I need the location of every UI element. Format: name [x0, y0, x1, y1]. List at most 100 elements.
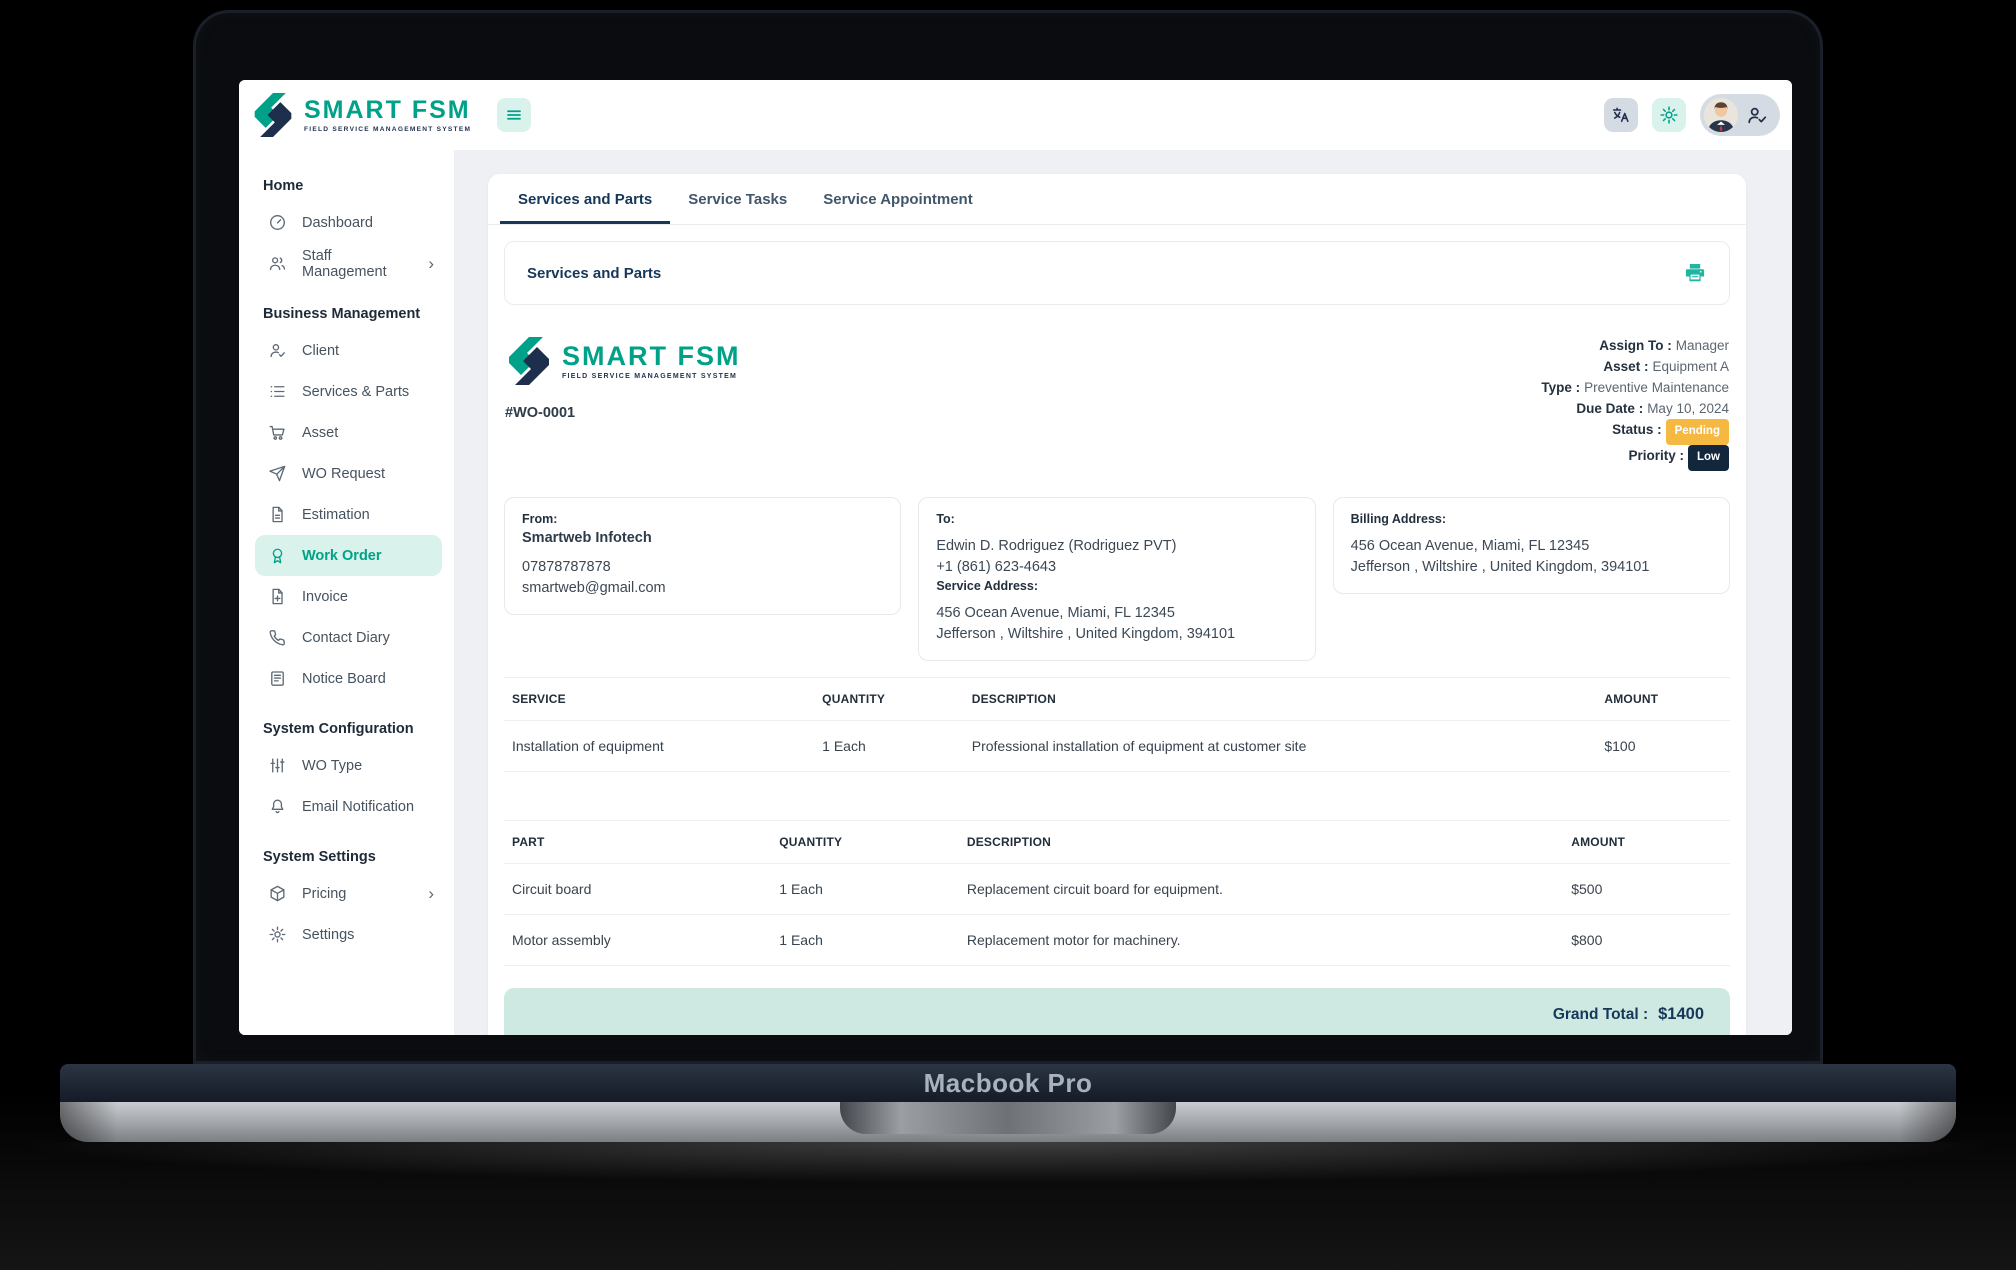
col-description: DESCRIPTION	[963, 677, 1597, 721]
phone-icon	[268, 628, 287, 647]
tab-services-and-parts[interactable]: Services and Parts	[500, 174, 671, 224]
to-card: To: Edwin D. Rodriguez (Rodriguez PVT) +…	[918, 497, 1316, 661]
brand-tagline: FIELD SERVICE MANAGEMENT SYSTEM	[562, 372, 738, 380]
app-header: SMART FSM FIELD SERVICE MANAGEMENT SYSTE…	[239, 80, 1792, 150]
totals-panel: Grand Total :$1400 Notes : The HVAC syst…	[504, 988, 1730, 1035]
sidebar-item-dashboard[interactable]: Dashboard	[255, 202, 442, 243]
sidebar-item-services-parts[interactable]: Services & Parts	[255, 371, 442, 412]
device-label: Macbook Pro	[923, 1067, 1093, 1098]
sidebar: Home Dashboard Staff Management › Busine…	[239, 150, 454, 1035]
sidebar-item-label: Work Order	[302, 547, 382, 564]
work-order-meta: Assign To : Manager Asset : Equipment A Ty…	[1541, 335, 1729, 471]
cell-amount: $800	[1563, 914, 1730, 966]
hamburger-icon	[505, 106, 523, 124]
billing-address-line1: 456 Ocean Avenue, Miami, FL 12345	[1350, 538, 1590, 554]
col-description: DESCRIPTION	[958, 820, 1564, 864]
translate-button[interactable]	[1604, 98, 1638, 132]
sidebar-item-wo-request[interactable]: WO Request	[255, 453, 442, 494]
staff-icon	[268, 254, 287, 273]
sidebar-item-label: Staff Management	[302, 247, 387, 280]
sidebar-item-client[interactable]: Client	[255, 330, 442, 371]
main-content: Services and Parts Service Tasks Service…	[454, 150, 1792, 1035]
billing-address-line2: Jefferson , Wiltshire , United Kingdom, …	[1350, 559, 1650, 575]
brand-tagline: FIELD SERVICE MANAGEMENT SYSTEM	[304, 125, 472, 133]
sidebar-item-label: WO Type	[302, 757, 363, 774]
user-check-icon[interactable]	[1746, 104, 1768, 126]
hamburger-menu-button[interactable]	[497, 98, 532, 132]
sidebar-item-estimation[interactable]: Estimation	[255, 494, 442, 535]
laptop-lid: SMART FSM FIELD SERVICE MANAGEMENT SYSTE…	[193, 10, 1823, 1064]
sidebar-section-home: Home	[263, 178, 304, 194]
meta-priority: Priority : Low	[1541, 445, 1729, 471]
cell-description: Replacement motor for machinery.	[958, 914, 1564, 966]
from-card: From: Smartweb Infotech 07878787878 smar…	[504, 497, 902, 615]
document-brand-logo: SMART FSM FIELD SERVICE MANAGEMENT SYSTE…	[505, 335, 740, 387]
service-address-line2: Jefferson , Wiltshire , United Kingdom, …	[936, 626, 1236, 642]
sidebar-item-contact-diary[interactable]: Contact Diary	[255, 617, 442, 658]
sidebar-item-email-notification[interactable]: Email Notification	[255, 786, 442, 827]
cell-part: Circuit board	[504, 863, 772, 915]
sidebar-item-work-order[interactable]: Work Order	[255, 535, 442, 576]
laptop-base	[60, 1102, 1956, 1142]
services-table-row: Installation of equipment 1 Each Profess…	[504, 720, 1730, 772]
cart-icon	[268, 423, 287, 442]
sidebar-section-system-settings: System Settings	[263, 849, 376, 865]
app-screen: SMART FSM FIELD SERVICE MANAGEMENT SYSTE…	[239, 80, 1792, 1035]
brand-name: SMART FSM	[562, 340, 741, 371]
brand-name: SMART FSM	[304, 95, 471, 124]
cell-description: Professional installation of equipment a…	[963, 720, 1597, 772]
panel-title: Services and Parts	[527, 264, 662, 282]
address-row: From: Smartweb Infotech 07878787878 smar…	[504, 497, 1730, 661]
translate-icon	[1611, 105, 1631, 125]
gear-icon	[1659, 105, 1679, 125]
sliders-icon	[268, 756, 287, 775]
sidebar-item-label: Estimation	[302, 506, 370, 523]
sidebar-item-staff-management[interactable]: Staff Management ›	[255, 243, 442, 284]
document-icon	[268, 505, 287, 524]
profile-pill[interactable]	[1700, 94, 1780, 136]
avatar[interactable]	[1704, 98, 1738, 132]
col-quantity: QUANTITY	[814, 677, 964, 721]
sidebar-section-business-management: Business Management	[263, 306, 421, 322]
cell-quantity: 1 Each	[814, 720, 964, 772]
board-icon	[268, 669, 287, 688]
sidebar-item-notice-board[interactable]: Notice Board	[255, 658, 442, 699]
sidebar-item-invoice[interactable]: Invoice	[255, 576, 442, 617]
document-brand: SMART FSM FIELD SERVICE MANAGEMENT SYSTE…	[505, 335, 740, 471]
award-icon	[268, 546, 287, 565]
sidebar-item-asset[interactable]: Asset	[255, 412, 442, 453]
list-icon	[268, 382, 287, 401]
tab-service-appointment[interactable]: Service Appointment	[823, 191, 973, 208]
col-part: PART	[504, 820, 772, 864]
sidebar-item-label: Pricing	[302, 885, 347, 902]
meta-type: Type : Preventive Maintenance	[1541, 380, 1729, 395]
sidebar-item-wo-type[interactable]: WO Type	[255, 745, 442, 786]
sidebar-item-settings[interactable]: Settings	[255, 914, 442, 955]
col-service: SERVICE	[504, 677, 815, 721]
cell-service: Installation of equipment	[504, 720, 815, 772]
from-phone: 07878787878	[522, 559, 611, 575]
to-phone: +1 (861) 623-4643	[936, 559, 1057, 575]
sidebar-item-label: Email Notification	[302, 798, 415, 815]
sidebar-item-label: Contact Diary	[302, 629, 390, 646]
document-header: SMART FSM FIELD SERVICE MANAGEMENT SYSTE…	[504, 335, 1730, 471]
parts-table-row: Motor assembly 1 Each Replacement motor …	[504, 914, 1730, 966]
client-icon	[268, 341, 287, 360]
tab-service-tasks[interactable]: Service Tasks	[688, 191, 788, 208]
print-button[interactable]	[1683, 261, 1707, 285]
app-body: Home Dashboard Staff Management › Busine…	[239, 150, 1792, 1035]
laptop-base-shadow	[30, 1142, 1986, 1182]
parts-table-header: PART QUANTITY DESCRIPTION AMOUNT	[504, 820, 1730, 864]
meta-due-date: Due Date : May 10, 2024	[1576, 401, 1729, 416]
sidebar-item-label: Notice Board	[302, 670, 386, 687]
service-address-label: Service Address:	[936, 579, 1039, 593]
services-table-header: SERVICE QUANTITY DESCRIPTION AMOUNT	[504, 677, 1730, 721]
settings-button[interactable]	[1652, 98, 1686, 132]
cell-amount: $100	[1596, 720, 1730, 772]
bell-icon	[268, 797, 287, 816]
sidebar-section-system-configuration: System Configuration	[263, 721, 414, 737]
sidebar-item-pricing[interactable]: Pricing ›	[255, 873, 442, 914]
from-name: Smartweb Infotech	[522, 530, 652, 546]
to-name: Edwin D. Rodriguez (Rodriguez PVT)	[936, 538, 1177, 554]
gear-icon	[268, 925, 287, 944]
